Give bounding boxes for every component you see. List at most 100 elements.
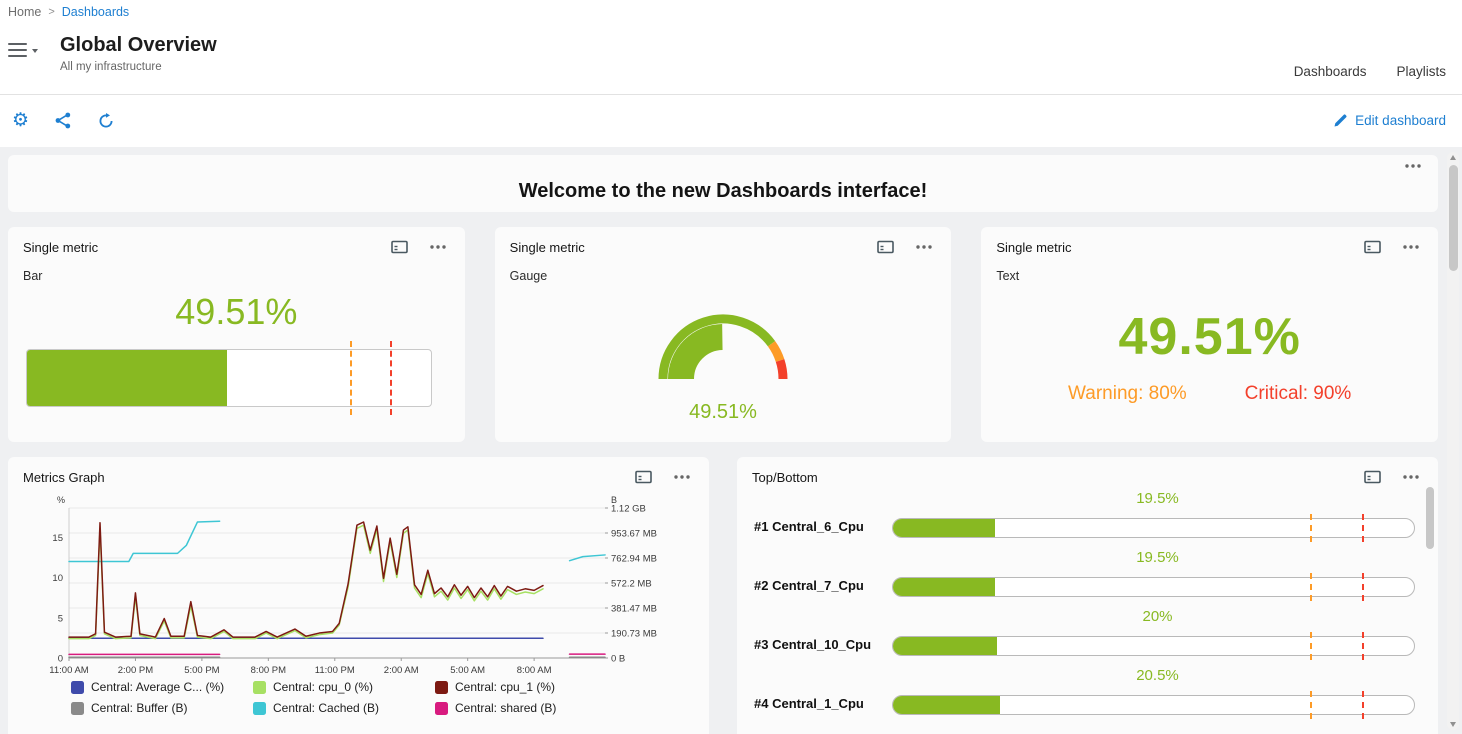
tab-dashboards[interactable]: Dashboards [1293, 63, 1367, 79]
topbottom-row: #4 Central_1_Cpu 20.5% [752, 664, 1423, 723]
panel-title: Top/Bottom [752, 469, 818, 485]
dashboard-toolbar: ⚙︎ Edit dashboard [0, 95, 1462, 146]
critical-threshold-line [1361, 514, 1364, 542]
resource-bar-zone: 20.5% [892, 664, 1423, 723]
panel-scrollbar[interactable] [1425, 487, 1435, 734]
legend-label: Central: shared (B) [455, 701, 557, 715]
panel-display-icon[interactable] [390, 240, 408, 255]
welcome-title: Welcome to the new Dashboards interface! [518, 180, 928, 202]
panel-display-icon[interactable] [635, 470, 652, 485]
svg-text:5: 5 [58, 613, 63, 624]
legend-label: Central: cpu_0 (%) [273, 680, 374, 694]
panel-display-icon[interactable] [877, 240, 895, 255]
svg-text:11:00 PM: 11:00 PM [315, 665, 355, 676]
sidebar-menu-button[interactable] [8, 39, 38, 61]
legend-item[interactable]: Central: cpu_1 (%) [435, 680, 635, 694]
refresh-icon[interactable] [97, 112, 115, 130]
breadcrumb: Home > Dashboards [0, 0, 1462, 24]
panel-display-icon[interactable] [1364, 240, 1381, 255]
share-icon[interactable] [55, 112, 71, 129]
header-nav: Dashboards Playlists [1294, 24, 1446, 94]
warning-threshold-line [1309, 691, 1312, 719]
panel-display-icon[interactable] [1364, 470, 1381, 485]
chart-legend: Central: Average C... (%) Central: cpu_0 … [71, 680, 694, 715]
topbottom-rows: #1 Central_6_Cpu 19.5% #2 Central_7_Cpu … [752, 487, 1423, 723]
legend-item[interactable]: Central: shared (B) [435, 701, 635, 715]
single-metric-row: Single metric Bar 49.51% [8, 227, 1439, 442]
single-metric-text-panel: Single metric Text 49.51% Warning: 80% C… [981, 227, 1439, 442]
resource-value: 19.5% [1136, 490, 1179, 507]
legend-swatch-icon [253, 701, 266, 715]
panel-more-icon[interactable] [1403, 245, 1419, 249]
single-metric-gauge-panel: Single metric Gauge 49.51% [494, 227, 952, 442]
legend-item[interactable]: Central: cpu_0 (%) [253, 680, 435, 694]
breadcrumb-dashboards-link[interactable]: Dashboards [61, 5, 130, 19]
legend-item[interactable]: Central: Average C... (%) [71, 680, 253, 694]
scroll-up-icon[interactable] [1449, 155, 1456, 160]
topbottom-panel: Top/Bottom #1 Central_6_Cpu 19.5% [737, 457, 1438, 734]
svg-text:190.73 MB: 190.73 MB [611, 629, 657, 640]
panel-subtitle: Gauge [509, 269, 548, 283]
series-line [568, 554, 606, 562]
svg-text:5:00 PM: 5:00 PM [184, 665, 219, 676]
series-line [68, 520, 221, 563]
gauge-arc [658, 314, 788, 380]
title-block: Global Overview All my infrastructure [60, 34, 217, 94]
legend-swatch-icon [253, 680, 266, 694]
pencil-icon [1334, 114, 1347, 127]
resource-bar-track [892, 691, 1415, 719]
bottom-row: Metrics Graph 0 B 190.73 MB 381.47 MB 572.2… [8, 457, 1438, 734]
metric-bar-fill [27, 350, 227, 406]
resource-bar-zone: 20% [892, 605, 1423, 664]
resource-bar-track [892, 632, 1415, 660]
breadcrumb-separator-icon: > [48, 6, 55, 18]
svg-text:762.94 MB: 762.94 MB [611, 554, 657, 565]
resource-bar-zone: 19.5% [892, 546, 1423, 605]
dashboard-canvas: Welcome to the new Dashboards interface!… [0, 147, 1462, 734]
topbottom-row: #3 Central_10_Cpu 20% [752, 605, 1423, 664]
main-scrollbar-thumb[interactable] [1448, 165, 1458, 271]
svg-text:11:00 AM: 11:00 AM [49, 665, 89, 676]
panel-title: Metrics Graph [23, 469, 105, 485]
svg-text:%: % [57, 495, 65, 505]
gauge-chart: 49.51% [510, 295, 937, 424]
warning-threshold-line [349, 341, 352, 415]
resource-label: #1 Central_6_Cpu [754, 519, 864, 534]
resource-bar-fill [893, 578, 995, 596]
welcome-more-icon[interactable] [1405, 164, 1421, 168]
topbottom-row: #2 Central_7_Cpu 19.5% [752, 546, 1423, 605]
legend-label: Central: Buffer (B) [91, 701, 188, 715]
panel-more-icon[interactable] [674, 475, 690, 479]
panel-more-icon[interactable] [1403, 475, 1419, 479]
panel-title: Single metric [996, 239, 1072, 255]
critical-threshold-line [390, 341, 393, 415]
legend-swatch-icon [435, 680, 448, 694]
resource-bar-track [892, 514, 1415, 542]
metrics-line-chart[interactable]: 0 B 190.73 MB 381.47 MB 572.2 MB 762.94 MB 95… [23, 492, 683, 678]
resource-bar-zone: 19.5% [892, 487, 1423, 546]
critical-threshold-line [1361, 691, 1364, 719]
topbottom-row: #1 Central_6_Cpu 19.5% [752, 487, 1423, 546]
panel-title: Single metric [509, 239, 585, 255]
main-scrollbar[interactable] [1447, 152, 1459, 730]
critical-threshold-line [1361, 632, 1364, 660]
edit-dashboard-button[interactable]: Edit dashboard [1333, 113, 1446, 128]
legend-item[interactable]: Central: Cached (B) [253, 701, 435, 715]
tab-playlists[interactable]: Playlists [1396, 63, 1446, 79]
series-line [68, 521, 544, 638]
panel-scrollbar-thumb[interactable] [1426, 487, 1434, 549]
settings-gear-icon[interactable]: ⚙︎ [12, 110, 30, 131]
panel-more-icon[interactable] [916, 245, 933, 249]
page-title: Global Overview [60, 34, 217, 56]
scroll-down-icon[interactable] [1449, 722, 1456, 727]
svg-text:0 B: 0 B [611, 654, 625, 665]
metric-value: 49.51% [689, 401, 757, 423]
metrics-graph-panel: Metrics Graph 0 B 190.73 MB 381.47 MB 572.2… [8, 457, 709, 734]
main-scrollbar-track[interactable] [1447, 152, 1459, 730]
breadcrumb-home-link[interactable]: Home [8, 5, 42, 19]
legend-label: Central: cpu_1 (%) [455, 680, 556, 694]
metric-bar-track [26, 341, 432, 415]
legend-item[interactable]: Central: Buffer (B) [71, 701, 253, 715]
resource-bar-fill [893, 696, 1000, 714]
panel-more-icon[interactable] [429, 245, 446, 249]
